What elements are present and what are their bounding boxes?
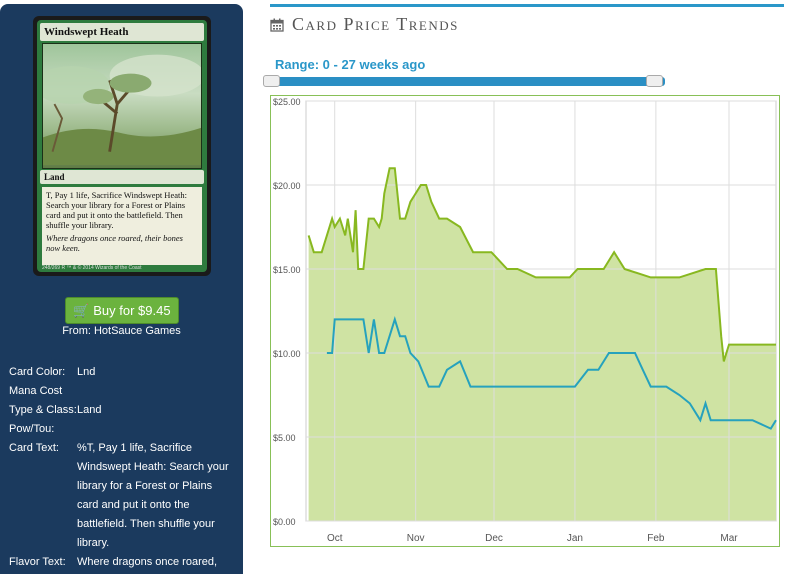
y-tick-label: $5.00 [273,433,296,443]
detail-value: Lnd [77,366,96,378]
card-type-line: Land [40,170,204,184]
detail-row: Card Color: Lnd [9,363,229,382]
detail-value: Land [77,404,102,416]
detail-label: Card Color: [9,366,66,378]
seller-label: From: HotSauce Games [62,325,181,337]
detail-label: Pow/Tou: [9,423,55,435]
detail-label: Flavor Text: [9,556,66,568]
y-tick-label: $10.00 [273,349,301,359]
detail-row: Card Text: %T, Pay 1 life, Sacrifice Win… [9,439,229,553]
y-tick-label: $0.00 [273,517,296,527]
card-title: Windswept Heath [40,23,204,41]
range-label: Range: 0 - 27 weeks ago [275,57,426,72]
x-tick-label: Mar [720,533,738,544]
detail-value [77,420,229,439]
y-tick-label: $20.00 [273,181,301,191]
detail-row: Pow/Tou: [9,420,229,439]
price-chart-svg: $0.00 $5.00 $10.00 $15.00 $20.00 $25.00 Oct Nov… [273,97,777,544]
card-flavor-text: Where dragons once roared, their bones n… [46,233,183,253]
card-art [42,43,202,169]
detail-label: Mana Cost [9,385,63,397]
detail-row: Mana Cost [9,382,229,401]
header-rule [270,4,784,7]
card-details: Card Color: Lnd Mana Cost Type & Class: … [9,363,229,572]
card-footer: 248/269 R ™ & © 2014 Wizards of the Coas… [42,265,142,271]
buy-label: Buy for $9.45 [93,303,171,318]
y-tick-label: $15.00 [273,265,301,275]
slider-handle-max[interactable] [646,75,663,87]
buy-button[interactable]: 🛒 Buy for $9.45 [65,297,179,324]
price-trends-header: Card Price Trends [270,14,459,35]
cart-icon: 🛒 [73,303,90,318]
card-sidebar: Windswept Heath Land T, Pay 1 life, Sacr… [0,4,243,574]
calendar-icon [270,18,284,32]
x-tick-label: Nov [407,533,425,544]
x-tick-label: Dec [485,533,503,544]
series-area-fill [308,168,776,521]
x-tick-label: Oct [327,533,343,544]
series-line-2 [326,316,777,430]
card-image: Windswept Heath Land T, Pay 1 life, Sacr… [33,16,211,276]
x-tick-label: Jan [567,533,583,544]
detail-value: Where dragons once roared, [77,556,218,568]
detail-label: Type & Class: [9,404,77,416]
card-rules-text: T, Pay 1 life, Sacrifice Windswept Heath… [46,190,187,230]
card-art-illustration [43,54,201,166]
x-tick-label: Feb [647,533,665,544]
detail-label: Card Text: [9,442,59,454]
y-tick-label: $25.00 [273,97,301,107]
range-slider[interactable] [263,75,665,87]
detail-row: Type & Class: Land [9,401,229,420]
card-frame: Windswept Heath Land T, Pay 1 life, Sacr… [37,20,207,272]
detail-value: %T, Pay 1 life, Sacrifice Windswept Heat… [77,442,229,549]
slider-handle-min[interactable] [263,75,280,87]
card-text-box: T, Pay 1 life, Sacrifice Windswept Heath… [42,187,202,265]
detail-value [77,382,229,401]
series-line-1 [307,167,776,362]
detail-row: Flavor Text: Where dragons once roared, [9,553,229,572]
price-chart: $0.00 $5.00 $10.00 $15.00 $20.00 $25.00 Oct Nov… [270,95,780,547]
page-title: Card Price Trends [292,14,459,34]
